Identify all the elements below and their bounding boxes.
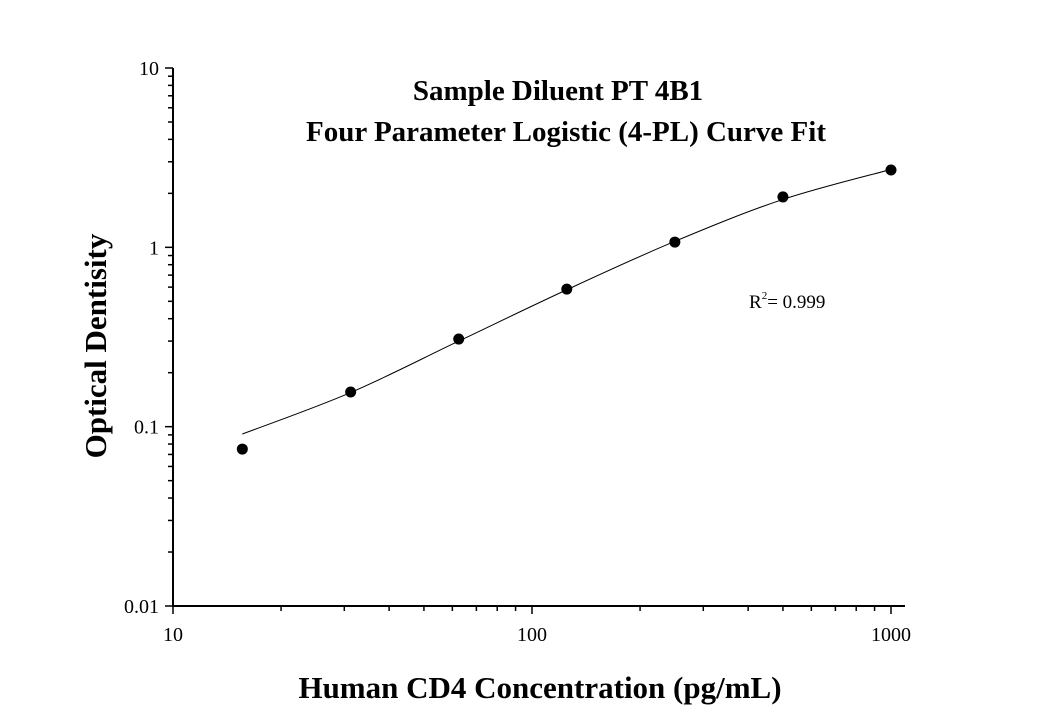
data-point <box>669 236 681 248</box>
y-tick-label: 10 <box>139 58 159 80</box>
x-axis-label: Human CD4 Concentration (pg/mL) <box>298 670 781 705</box>
axes: 10 100 1000 0.01 0.1 1 10 <box>124 58 911 646</box>
data-point <box>345 386 357 398</box>
data-point <box>777 191 789 203</box>
x-tick-label: 100 <box>517 624 547 646</box>
r-squared-annotation: R2= 0.999 <box>749 290 825 313</box>
y-tick-label: 0.01 <box>124 596 159 618</box>
data-point <box>561 283 573 295</box>
y-tick-label: 0.1 <box>134 417 159 439</box>
data-point <box>885 164 897 176</box>
x-tick-label: 1000 <box>871 624 911 646</box>
chart-subtitle: Four Parameter Logistic (4-PL) Curve Fit <box>306 116 826 148</box>
r-label: R <box>749 292 762 313</box>
data-points <box>236 164 897 455</box>
data-point <box>236 443 248 455</box>
r-superscript: 2 <box>762 290 768 302</box>
chart-title: Sample Diluent PT 4B1 <box>413 75 703 107</box>
y-axis-label: Optical Dentisity <box>78 233 113 458</box>
data-point <box>453 333 465 345</box>
r-value: = 0.999 <box>767 292 825 313</box>
x-tick-label: 10 <box>163 624 183 646</box>
y-tick-label: 1 <box>149 237 159 259</box>
